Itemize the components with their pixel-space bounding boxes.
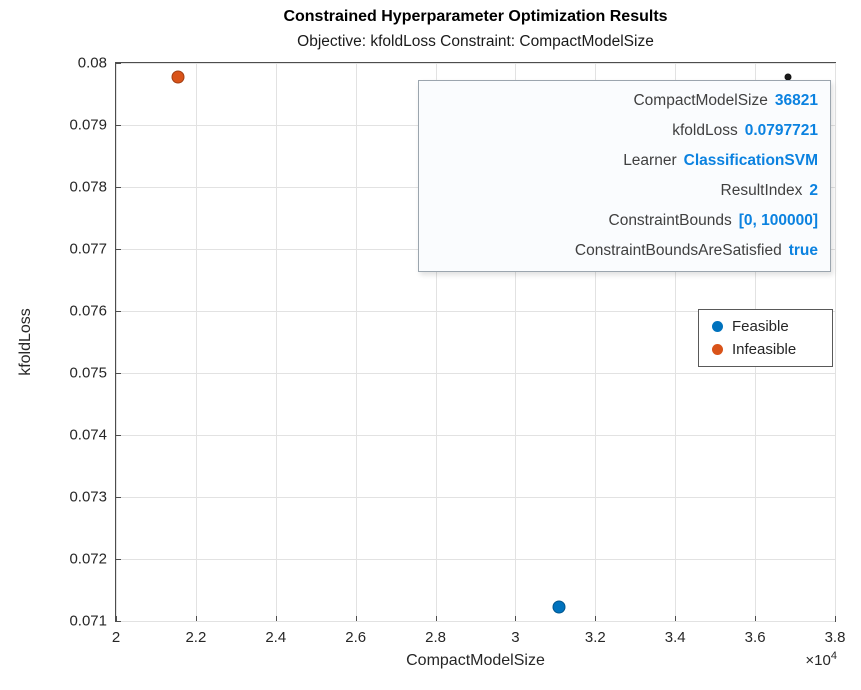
- datatip-field-value: 0.0797721: [744, 122, 818, 139]
- x-tick-mark: [435, 616, 437, 621]
- x-tick-mark: [835, 616, 836, 621]
- y-tick-label: 0.075: [69, 364, 107, 382]
- x-tick-mark: [195, 616, 197, 621]
- y-tick-mark: [116, 125, 121, 126]
- datatip-rows: CompactModelSize 36821 kfoldLoss 0.0797721 L…: [425, 86, 818, 266]
- y-gridline: [116, 373, 835, 374]
- data-point-feasible[interactable]: [552, 600, 566, 614]
- datatip-field-value: true: [788, 242, 818, 259]
- x-gridline: [116, 63, 117, 621]
- data-point-infeasible[interactable]: [171, 70, 185, 84]
- x-tick-label: 2.4: [265, 629, 287, 646]
- x-gridline: [595, 63, 597, 621]
- x-gridline: [355, 63, 357, 621]
- legend-marker-icon: [712, 344, 723, 355]
- y-tick-label: 0.073: [69, 488, 107, 506]
- x-tick-label: 3.6: [744, 629, 766, 646]
- y-tick-mark: [116, 373, 121, 374]
- chart-title: Constrained Hyperparameter Optimization …: [283, 8, 668, 25]
- y-tick-label: 0.071: [69, 612, 107, 630]
- legend-item-feasible[interactable]: Feasible: [699, 315, 832, 338]
- y-tick-mark: [116, 621, 121, 622]
- datatip-row: Learner ClassificationSVM: [425, 146, 818, 176]
- y-gridline: [116, 497, 835, 498]
- x-tick-label: 2.6: [345, 629, 367, 646]
- x-tick-label: 3.8: [824, 629, 846, 646]
- x-tick-mark: [675, 616, 677, 621]
- y-gridline: [116, 621, 835, 622]
- x-axis-exponent-power: 4: [830, 650, 837, 662]
- datatip-field-name: kfoldLoss: [672, 122, 738, 139]
- x-tick-label: 2: [111, 629, 121, 646]
- x-gridline: [275, 63, 277, 621]
- datatip-field-value: 36821: [774, 92, 818, 109]
- x-tick-label: 2.8: [425, 629, 446, 646]
- y-gridline: [116, 63, 835, 64]
- legend-item-label: Feasible: [732, 318, 789, 335]
- x-gridline: [435, 63, 437, 621]
- y-tick-mark: [116, 497, 121, 498]
- legend: Feasible Infeasible: [698, 309, 833, 367]
- datatip-field-value: [0, 100000]: [738, 212, 818, 229]
- x-tick-mark: [515, 616, 517, 621]
- y-tick-label: 0.074: [69, 426, 107, 444]
- y-tick-mark: [116, 63, 121, 64]
- datatip-row: ConstraintBoundsAreSatisfied true: [425, 236, 818, 266]
- y-tick-mark: [116, 311, 121, 312]
- datatip-row: kfoldLoss 0.0797721: [425, 116, 818, 146]
- x-gridline: [675, 63, 677, 621]
- datatip-field-value: 2: [809, 182, 818, 199]
- x-tick-mark: [595, 616, 597, 621]
- datatip[interactable]: CompactModelSize 36821 kfoldLoss 0.0797721 L…: [418, 80, 831, 272]
- y-tick-label: 0.08: [77, 54, 107, 72]
- y-gridline: [116, 311, 835, 312]
- y-gridline: [116, 435, 835, 436]
- x-tick-label: 3: [511, 629, 520, 646]
- chart-subtitle: Objective: kfoldLoss Constraint: Compact…: [297, 33, 654, 50]
- datatip-row: ConstraintBounds [0, 100000]: [425, 206, 819, 236]
- y-tick-mark: [116, 559, 121, 560]
- x-tick-label: 3.2: [584, 629, 606, 646]
- legend-item-label: Infeasible: [732, 341, 797, 358]
- y-tick-mark: [116, 435, 121, 436]
- x-tick-mark: [275, 616, 277, 621]
- x-gridline: [515, 63, 517, 621]
- x-tick-mark: [355, 616, 357, 621]
- x-axis-label: CompactModelSize: [406, 652, 545, 669]
- legend-item-infeasible[interactable]: Infeasible: [699, 338, 832, 361]
- y-tick-mark: [116, 187, 121, 188]
- y-gridline: [116, 559, 835, 560]
- datatip-field-name: Learner: [623, 152, 677, 169]
- datatip-field-value: ClassificationSVM: [683, 152, 818, 169]
- x-gridline: [195, 63, 197, 621]
- x-gridline: [835, 63, 836, 621]
- datatip-row: CompactModelSize 36821: [425, 86, 818, 116]
- x-tick-label: 3.4: [664, 629, 686, 646]
- y-tick-label: 0.072: [69, 550, 107, 568]
- x-axis-exponent: ×104: [805, 650, 837, 669]
- y-tick-label: 0.079: [69, 116, 107, 134]
- x-tick-label: 2.2: [185, 629, 207, 646]
- datatip-field-name: ResultIndex: [720, 182, 803, 199]
- datatip-field-name: ConstraintBounds: [608, 212, 732, 229]
- y-tick-label: 0.076: [69, 302, 107, 320]
- legend-marker-icon: [712, 321, 723, 332]
- x-axis-exponent-base: ×10: [805, 652, 831, 669]
- y-tick-label: 0.077: [69, 240, 107, 258]
- datatip-row: ResultIndex 2: [425, 176, 818, 206]
- y-tick-mark: [116, 249, 121, 250]
- y-tick-label: 0.078: [69, 178, 107, 196]
- x-tick-mark: [755, 616, 757, 621]
- x-tick-mark: [116, 616, 117, 621]
- y-axis-label: kfoldLoss: [17, 308, 34, 376]
- datatip-field-name: ConstraintBoundsAreSatisfied: [574, 242, 782, 259]
- datatip-field-name: CompactModelSize: [633, 92, 768, 109]
